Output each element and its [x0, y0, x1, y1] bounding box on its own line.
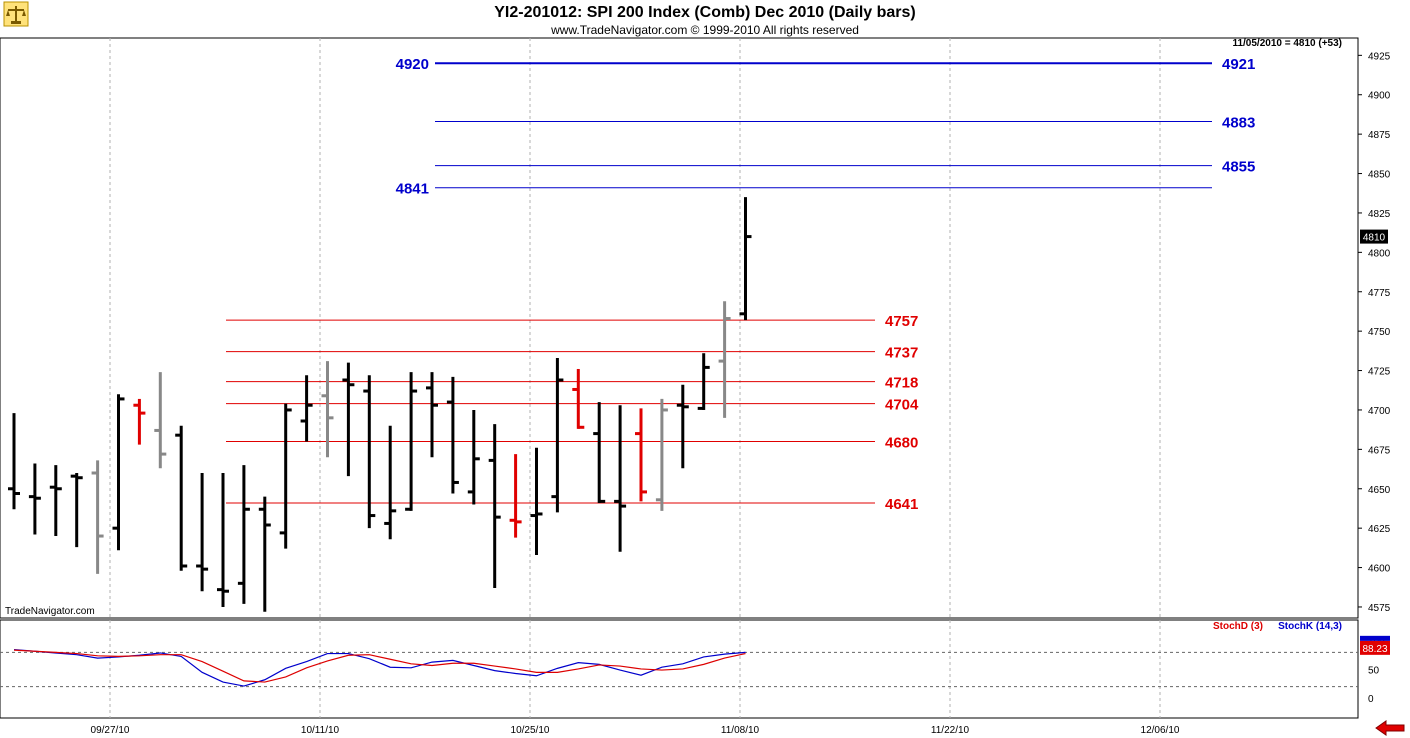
stochastic-layer	[13, 648, 746, 687]
ohlc-bar	[237, 465, 250, 604]
price-tick-label: 4925	[1368, 51, 1391, 62]
stochastic-legend: StochD (3) StochK (14,3)	[1213, 621, 1342, 632]
price-level-right-label: 4737	[885, 345, 918, 362]
ohlc-bar	[655, 398, 668, 511]
price-tick-label: 4725	[1368, 367, 1391, 378]
ohlc-bar	[530, 447, 543, 555]
date-tick-label: 11/22/10	[931, 725, 970, 736]
bars-layer	[8, 197, 752, 612]
ohlc-bar	[91, 460, 104, 574]
stochastic-tick-label: 50	[1368, 666, 1380, 677]
ohlc-bar	[446, 376, 459, 494]
price-tick-label: 4750	[1368, 327, 1391, 338]
price-tick-label: 4800	[1368, 248, 1391, 259]
ohlc-bar	[614, 405, 627, 552]
price-level-right-label: 4757	[885, 313, 918, 330]
last-price-label: 4810	[1363, 233, 1386, 244]
price-tick-label: 4900	[1368, 91, 1391, 102]
price-level-right-label: 4704	[885, 397, 919, 414]
price-level-right-label: 4855	[1222, 159, 1255, 176]
scales-logo-icon	[3, 1, 29, 27]
stochastic-k-badge	[1360, 635, 1390, 641]
ohlc-bar	[300, 375, 313, 442]
copyright-text: www.TradeNavigator.com © 1999-2010 All r…	[550, 23, 859, 37]
ohlc-bar	[133, 398, 146, 445]
levels-layer: 4920 4921 4883 4855 4841 4757 4737 4718 4704 4680…	[226, 56, 1255, 513]
price-tick-label: 4625	[1368, 524, 1391, 535]
price-tick-label: 4700	[1368, 406, 1391, 417]
ohlc-bar	[154, 372, 167, 469]
ohlc-bar	[217, 473, 229, 607]
stochastic-tick-label: 0	[1368, 694, 1374, 705]
last-value-info: 11/05/2010 = 4810 (+53)	[1232, 38, 1342, 49]
ohlc-bar	[342, 362, 355, 477]
ohlc-bar	[551, 357, 564, 513]
price-level-right-label: 4921	[1222, 56, 1255, 73]
legend-stoch-d: StochD (3)	[1213, 621, 1263, 632]
ohlc-bar	[697, 353, 710, 410]
price-tick-label: 4850	[1368, 170, 1391, 181]
price-panel-frame	[0, 37, 1359, 619]
scroll-left-arrow-icon[interactable]	[1373, 720, 1407, 736]
ohlc-bar	[405, 372, 418, 511]
price-tick-label: 4775	[1368, 288, 1391, 299]
ohlc-bar	[509, 454, 522, 538]
ohlc-bar	[279, 403, 292, 549]
price-tick-label: 4575	[1368, 603, 1391, 614]
date-tick-label: 10/11/10	[301, 725, 340, 736]
date-tick-label: 11/08/10	[721, 725, 760, 736]
ohlc-bar	[676, 384, 689, 469]
date-tick-label: 10/25/10	[511, 725, 550, 736]
stochastic-value-label: 88.23	[1362, 644, 1387, 655]
price-level-right-label: 4641	[885, 496, 918, 513]
ohlc-bar	[196, 473, 209, 592]
watermark-text: TradeNavigator.com	[5, 606, 95, 617]
ohlc-bar	[363, 375, 376, 529]
grid-layer	[0, 38, 1358, 718]
price-level-right-label: 4680	[885, 434, 918, 451]
ohlc-bar	[593, 402, 606, 503]
ohlc-bar	[739, 197, 752, 321]
price-level-left-label: 4920	[396, 56, 429, 73]
ohlc-bar	[8, 413, 20, 510]
ohlc-bar	[112, 394, 125, 551]
date-tick-label: 09/27/10	[91, 725, 130, 736]
date-tick-label: 12/06/10	[1141, 725, 1180, 736]
last-price-badge	[1360, 229, 1388, 244]
ohlc-bar	[321, 361, 334, 458]
ohlc-bar	[70, 473, 83, 548]
ohlc-bar	[467, 409, 480, 505]
ohlc-bar	[635, 408, 647, 502]
ohlc-bar	[488, 424, 501, 589]
chart-title: YI2-201012: SPI 200 Index (Comb) Dec 201…	[494, 4, 916, 21]
ohlc-bar	[384, 425, 397, 540]
ohlc-bar	[49, 465, 62, 537]
ohlc-bar	[175, 425, 188, 571]
price-tick-label: 4650	[1368, 485, 1391, 496]
date-axis: 09/27/10 10/11/10 10/25/10 11/08/10 11/22/10…	[91, 725, 1180, 736]
price-tick-label: 4825	[1368, 209, 1391, 220]
ohlc-bar	[258, 496, 271, 612]
price-level-right-label: 4718	[885, 375, 918, 392]
price-axis: 4575 4600 4625 4650 4675 4700 4725 4750 4775 4800…	[1358, 51, 1391, 705]
stochastic-value-badge	[1360, 640, 1390, 655]
legend-stoch-k: StochK (14,3)	[1278, 621, 1342, 632]
price-tick-label: 4600	[1368, 564, 1391, 575]
price-tick-label: 4675	[1368, 445, 1391, 456]
price-level-right-label: 4883	[1222, 115, 1255, 132]
ohlc-bar	[718, 301, 731, 418]
ohlc-bar	[572, 368, 585, 429]
ohlc-bar	[28, 463, 41, 535]
ohlc-bar	[426, 372, 438, 458]
stochastic-series-line	[13, 649, 746, 683]
price-level-left-label: 4841	[396, 181, 429, 198]
price-tick-label: 4875	[1368, 130, 1391, 141]
